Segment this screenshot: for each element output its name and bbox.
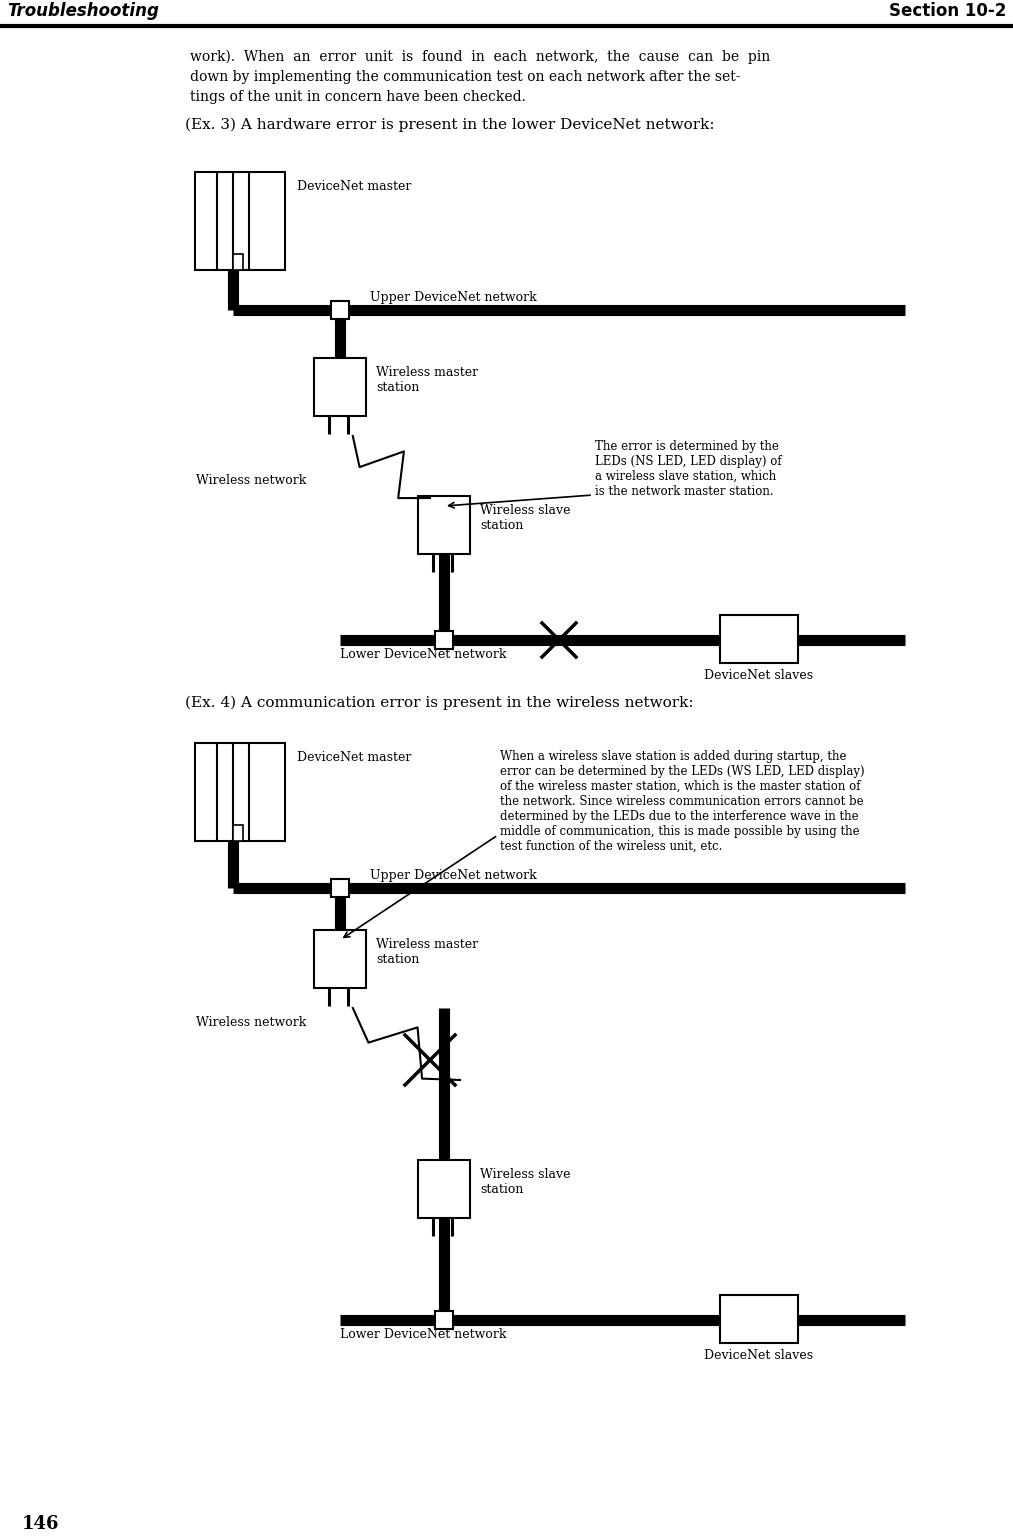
Bar <box>314 358 366 417</box>
Text: Wireless master
station: Wireless master station <box>376 938 478 965</box>
Text: DeviceNet slaves: DeviceNet slaves <box>704 669 813 682</box>
Text: (Ex. 3) A hardware error is present in the lower DeviceNet network:: (Ex. 3) A hardware error is present in t… <box>185 118 714 132</box>
Text: DeviceNet slaves: DeviceNet slaves <box>704 1349 813 1362</box>
Text: Wireless slave
station: Wireless slave station <box>480 1168 570 1196</box>
Text: Wireless slave
station: Wireless slave station <box>480 504 570 532</box>
Text: (Ex. 4) A communication error is present in the wireless network:: (Ex. 4) A communication error is present… <box>185 696 694 710</box>
Bar <box>435 632 453 649</box>
Text: 146: 146 <box>22 1515 60 1532</box>
Text: Wireless network: Wireless network <box>196 473 306 487</box>
Text: Wireless network: Wireless network <box>196 1016 306 1028</box>
Bar <box>331 879 349 898</box>
Text: Lower DeviceNet network: Lower DeviceNet network <box>340 1328 506 1340</box>
Bar <box>314 930 366 988</box>
Text: DeviceNet master: DeviceNet master <box>297 180 411 194</box>
Text: down by implementing the communication test on each network after the set-: down by implementing the communication t… <box>190 71 741 85</box>
Text: The error is determined by the
LEDs (NS LED, LED display) of
a wireless slave st: The error is determined by the LEDs (NS … <box>595 440 782 498</box>
Bar <box>194 742 285 841</box>
Bar <box>331 301 349 320</box>
Bar <box>435 1311 453 1330</box>
Text: Section 10-2: Section 10-2 <box>888 2 1006 20</box>
Bar <box>418 496 470 553</box>
Text: Lower DeviceNet network: Lower DeviceNet network <box>340 649 506 661</box>
Text: When a wireless slave station is added during startup, the
error can be determin: When a wireless slave station is added d… <box>500 750 865 853</box>
Text: Troubleshooting: Troubleshooting <box>7 2 159 20</box>
Text: DeviceNet master: DeviceNet master <box>297 752 411 764</box>
Bar <box>233 254 243 271</box>
Text: Upper DeviceNet network: Upper DeviceNet network <box>370 290 537 304</box>
Text: tings of the unit in concern have been checked.: tings of the unit in concern have been c… <box>190 91 526 105</box>
Text: Upper DeviceNet network: Upper DeviceNet network <box>370 868 537 882</box>
Text: Wireless master
station: Wireless master station <box>376 366 478 393</box>
Bar <box>233 825 243 841</box>
Bar <box>194 172 285 271</box>
Bar <box>418 1160 470 1217</box>
Bar <box>720 615 798 662</box>
Bar <box>720 1296 798 1343</box>
Text: work).  When  an  error  unit  is  found  in  each  network,  the  cause  can  b: work). When an error unit is found in ea… <box>190 51 770 65</box>
